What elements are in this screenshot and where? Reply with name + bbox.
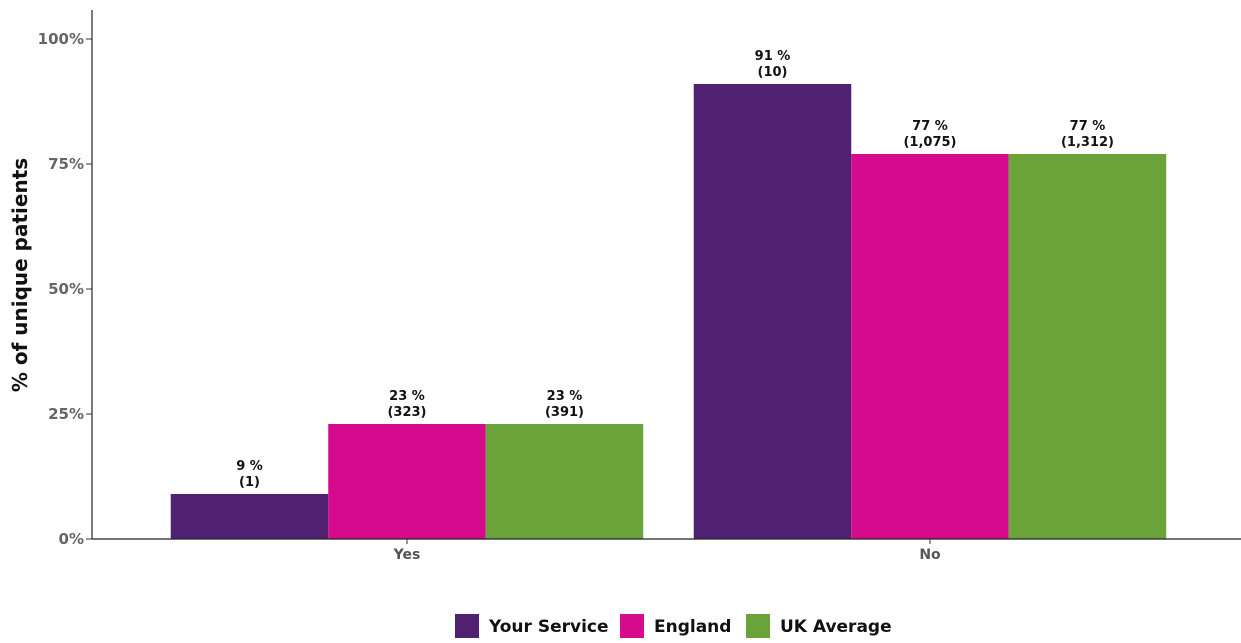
data-label-percent: 23 % (547, 389, 583, 404)
y-tick-label: 50% (48, 280, 84, 298)
x-tick-label: No (919, 547, 941, 563)
data-label-count: (1) (239, 475, 260, 490)
data-label-count: (10) (758, 65, 788, 80)
y-tick-label: 25% (48, 405, 84, 423)
data-label-count: (1,312) (1061, 135, 1114, 150)
y-axis-ticks: 0% 25% 50% 75% 100% (38, 30, 92, 548)
bar-yes-your-service (170, 494, 329, 539)
legend-label-uk-average: UK Average (780, 617, 892, 637)
bar-labels-group: 9 %(1)23 %(323)23 %(391)91 %(10)77 %(1,0… (236, 49, 1114, 490)
legend-label-england: England (654, 617, 731, 637)
data-label-percent: 23 % (389, 389, 425, 404)
legend: Your Service England UK Average (455, 614, 892, 638)
data-label-percent: 9 % (236, 459, 263, 474)
data-label-count: (323) (387, 405, 426, 420)
bar-no-uk-average (1008, 154, 1167, 539)
legend-swatch-your-service (455, 614, 479, 638)
data-label-percent: 77 % (1070, 119, 1106, 134)
bar-no-england (851, 154, 1009, 539)
bar-yes-england (328, 424, 486, 539)
y-tick-label: 0% (59, 530, 84, 548)
data-label-percent: 91 % (755, 49, 791, 64)
data-label-count: (1,075) (903, 135, 956, 150)
bar-no-your-service (693, 84, 852, 539)
y-axis-title-group: % of unique patients (8, 158, 32, 392)
bars-group (170, 84, 1167, 539)
legend-label-your-service: Your Service (488, 617, 609, 637)
data-label-count: (391) (545, 405, 584, 420)
legend-swatch-uk-average (746, 614, 770, 638)
data-label-percent: 77 % (912, 119, 948, 134)
axes-group (91, 10, 1241, 540)
legend-swatch-england (620, 614, 644, 638)
y-tick-label: 100% (38, 30, 84, 48)
y-tick-label: 75% (48, 155, 84, 173)
x-axis-ticks: Yes No (393, 539, 941, 563)
bar-yes-uk-average (485, 424, 644, 539)
x-tick-label: Yes (393, 547, 421, 563)
y-axis-title: % of unique patients (8, 158, 32, 392)
